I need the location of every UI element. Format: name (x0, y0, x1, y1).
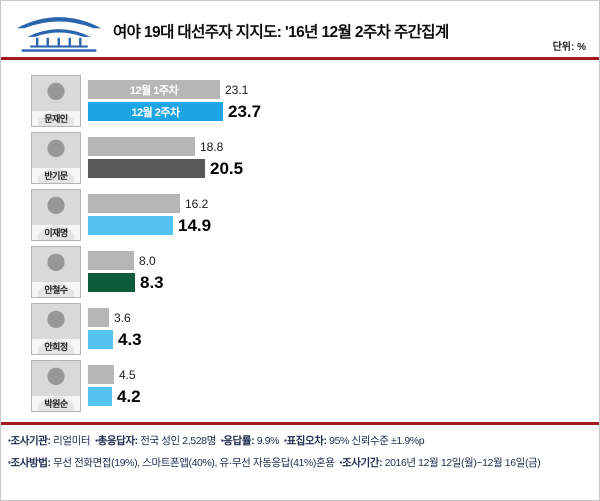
week1-value: 4.5 (119, 367, 136, 382)
week1-bar (88, 365, 114, 384)
candidate-row: 안희정 3.6 4.3 (31, 302, 591, 355)
week1-bar-line: 12월 1주차 23.1 (88, 80, 261, 99)
candidate-row: 반기문 18.8 20.5 (31, 131, 591, 184)
footer-segment: ▪조사기관: 리얼미터 (8, 435, 91, 447)
week2-bar (88, 273, 135, 292)
week2-value: 4.2 (117, 386, 141, 406)
candidate-photo: 문재인 (31, 74, 81, 127)
bullet-icon: ▪ (220, 436, 224, 445)
candidate-bars: 3.6 4.3 (88, 308, 142, 349)
week2-bar: 12월 2주차 (88, 102, 223, 121)
bottom-divider (1, 422, 599, 425)
footer-line: ▪조사기관: 리얼미터 ▪총응답자: 전국 성인 2,528명 ▪응답률: 9.9%… (8, 433, 593, 448)
week1-bar (88, 194, 180, 213)
week2-bar-line: 14.9 (88, 216, 211, 235)
week1-bar (88, 308, 109, 327)
header: 여야 19대 대선주자 지지도: '16년 12월 2주차 주간집계 단위: % (1, 1, 599, 57)
week2-value: 14.9 (178, 215, 212, 235)
week1-value: 23.1 (225, 82, 249, 97)
candidate-bars: 8.0 8.3 (88, 251, 164, 292)
candidate-photo: 이재명 (31, 188, 81, 241)
week1-value: 16.2 (185, 196, 209, 211)
footer-segment: ▪표집오차: 95% 신뢰수준 ±1.9%p (284, 435, 425, 447)
week1-bar-line: 8.0 (88, 251, 164, 270)
candidate-name: 반기문 (32, 167, 80, 183)
week1-bar-line: 3.6 (88, 308, 142, 327)
footer-segment: ▪총응답자: 전국 성인 2,528명 (95, 435, 216, 447)
footer-segment: ▪조사기간: 2016년 12월 12일(월)~12월 16일(금) (339, 457, 541, 469)
bullet-icon: ▪ (8, 458, 11, 467)
candidate-photo: 안철수 (31, 245, 81, 298)
week1-value: 3.6 (114, 310, 131, 325)
week2-bar-line: 8.3 (88, 273, 164, 292)
week2-bar (88, 216, 173, 235)
week2-bar-line: 4.3 (88, 330, 142, 349)
candidate-name: 박원순 (32, 395, 80, 411)
candidate-bars: 16.2 14.9 (88, 194, 211, 235)
candidate-row: 안철수 8.0 8.3 (31, 245, 591, 298)
week1-bar (88, 137, 195, 156)
candidate-name: 이재명 (32, 224, 80, 240)
week2-value: 8.3 (140, 272, 164, 292)
bullet-icon: ▪ (284, 436, 287, 445)
footer-segment: ▪조사방법: 무선 전화면접(19%), 스마트폰앱(40%), 유·무선 자동… (8, 457, 335, 469)
week1-bar-line: 4.5 (88, 365, 141, 384)
candidate-row: 박원순 4.5 4.2 (31, 359, 591, 412)
bullet-icon: ▪ (339, 458, 343, 467)
week1-bar: 12월 1주차 (88, 80, 220, 99)
week1-bar-label: 12월 1주차 (129, 84, 179, 97)
blue-house-icon (13, 10, 105, 52)
week2-value: 4.3 (118, 329, 142, 349)
week2-bar-line: 20.5 (88, 159, 243, 178)
week2-bar-line: 12월 2주차 23.7 (88, 102, 261, 121)
candidate-photo: 안희정 (31, 302, 81, 355)
bullet-icon: ▪ (8, 436, 11, 445)
footer-line: ▪조사방법: 무선 전화면접(19%), 스마트폰앱(40%), 유·무선 자동… (8, 455, 593, 470)
candidate-name: 안철수 (32, 281, 80, 297)
unit-label: 단위: % (552, 42, 586, 53)
week2-bar-label: 12월 2주차 (131, 106, 180, 119)
candidate-bars: 4.5 4.2 (88, 365, 141, 406)
week2-value: 20.5 (210, 158, 244, 178)
week1-value: 18.8 (200, 139, 224, 154)
candidate-bars: 12월 1주차 23.1 12월 2주차 23.7 (88, 80, 261, 121)
bar-chart: 문재인 12월 1주차 23.1 12월 2주차 23.7 (1, 60, 599, 412)
week1-value: 8.0 (139, 253, 156, 268)
candidate-photo: 박원순 (31, 359, 81, 412)
page-title: 여야 19대 대선주자 지지도: '16년 12월 2주차 주간집계 (113, 24, 449, 41)
week1-bar-line: 18.8 (88, 137, 243, 156)
candidate-bars: 18.8 20.5 (88, 137, 243, 178)
candidate-name: 안희정 (32, 338, 80, 354)
week2-bar-line: 4.2 (88, 387, 141, 406)
week2-bar (88, 159, 205, 178)
footer-segment: ▪응답률: 9.9% (220, 435, 280, 447)
week2-value: 23.7 (228, 101, 262, 121)
footer: ▪조사기관: 리얼미터 ▪총응답자: 전국 성인 2,528명 ▪응답률: 9.9%… (1, 425, 599, 470)
week2-bar (88, 387, 112, 406)
week1-bar-line: 16.2 (88, 194, 211, 213)
top-divider (1, 57, 599, 60)
candidate-row: 이재명 16.2 14.9 (31, 188, 591, 241)
candidate-name: 문재인 (32, 110, 80, 126)
week1-bar (88, 251, 134, 270)
week2-bar (88, 330, 113, 349)
candidate-row: 문재인 12월 1주차 23.1 12월 2주차 23.7 (31, 74, 591, 127)
bullet-icon: ▪ (95, 436, 98, 445)
candidate-photo: 반기문 (31, 131, 81, 184)
